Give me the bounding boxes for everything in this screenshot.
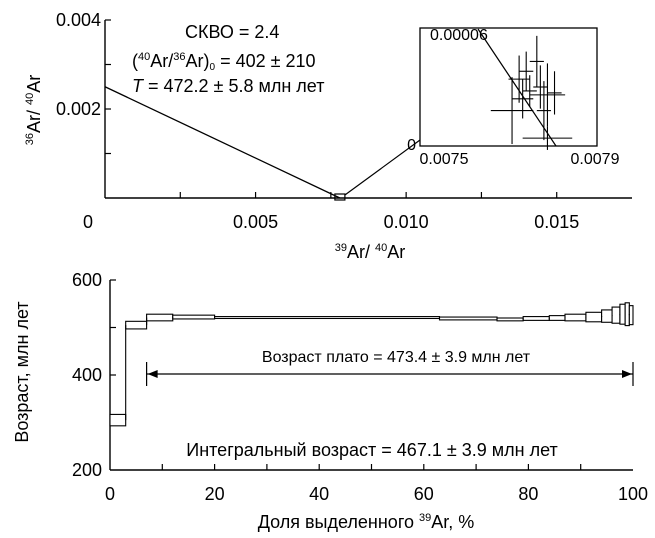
isochron-x-tick-label: 0.010	[384, 212, 429, 232]
inset-x-tick-label: 0.0075	[420, 151, 469, 168]
isochron-age-annotation: T = 472.2 ± 5.8 млн лет	[132, 76, 324, 96]
spectrum-step	[564, 313, 587, 322]
plateau-arrow-left-head	[147, 370, 158, 378]
isochron-y-tick-labels: 0.002 0.004	[56, 10, 101, 119]
isochron-x-tick-label: 0.005	[233, 212, 278, 232]
spectrum-y-tick-labels: 200 400 600	[72, 270, 102, 480]
spectrum-step	[611, 306, 621, 324]
spectrum-step	[438, 316, 498, 321]
isochron-y-axis-label: 36Ar/ 40Ar	[24, 75, 44, 146]
spectrum-step	[619, 303, 626, 325]
spectrum-x-tick-label: 40	[309, 484, 329, 504]
spectrum-step	[172, 314, 216, 320]
spectrum-y-tick-label: 600	[72, 270, 102, 290]
isochron-x-axis-label: 39Ar/ 40Ar	[335, 242, 406, 262]
isochron-x-tick-label: 0.015	[534, 212, 579, 232]
zoom-box	[334, 193, 346, 201]
isochron-chart: 0 0.005 0.010 0.015 0.002 0.004 36Ar/ 40Ar 3…	[24, 10, 632, 262]
spectrum-step	[601, 309, 613, 323]
inset-x-tick-label: 0.0079	[571, 151, 620, 168]
spectrum-x-tick-label: 0	[105, 484, 115, 504]
inset-frame	[419, 27, 598, 147]
spectrum-steps	[109, 302, 634, 427]
isochron-x-tick-label: 0	[83, 212, 93, 232]
spectrum-x-tick-label: 20	[205, 484, 225, 504]
spectrum-axes	[109, 279, 633, 471]
spectrum-x-tick-label: 100	[618, 484, 648, 504]
mswd-annotation: СКВО = 2.4	[185, 22, 279, 42]
spectrum-step	[146, 313, 174, 322]
spectrum-x-tick-label: 60	[414, 484, 434, 504]
isochron-x-tick-labels: 0 0.005 0.010 0.015	[83, 212, 579, 232]
initial-ratio-annotation: (40Ar/36Ar)0 = 402 ± 210	[132, 51, 316, 73]
spectrum-step	[109, 413, 127, 427]
spectrum-step	[214, 316, 441, 320]
integrated-age-label: Интегральный возраст = 467.1 ± 3.9 млн л…	[186, 440, 557, 460]
spectrum-y-tick-label: 200	[72, 460, 102, 480]
spectrum-step	[496, 317, 524, 322]
spectrum-x-axis-label: Доля выделенного 39Ar, %	[258, 512, 475, 532]
spectrum-step	[585, 311, 603, 323]
spectrum-step	[125, 320, 148, 330]
inset-fit-line	[477, 28, 557, 147]
spectrum-step	[548, 315, 566, 321]
spectrum-x-tick-labels: 0 20 40 60 80 100	[105, 484, 648, 504]
plateau-age-label: Возраст плато = 473.4 ± 3.9 млн лет	[262, 349, 531, 366]
spectrum-y-tick-label: 400	[72, 365, 102, 385]
isochron-fit-line	[104, 86, 421, 201]
isochron-y-tick-label: 0.002	[56, 99, 101, 119]
plateau-arrow	[146, 362, 634, 386]
zoom-connector	[344, 139, 421, 196]
isochron-y-tick-label: 0.004	[56, 10, 101, 30]
spectrum-x-tick-label: 80	[518, 484, 538, 504]
age-spectrum-chart: 0 20 40 60 80 100 200 400 600 Возраст плато = 4…	[12, 270, 648, 532]
isochron-inset	[419, 27, 598, 150]
inset-y-tick-label: 0	[407, 137, 416, 154]
spectrum-step	[624, 302, 630, 327]
inset-tick-labels: 0.00006 00.0075 0.0079	[407, 27, 619, 168]
isochron-axes	[104, 19, 632, 199]
isochron-fit-line-segment	[104, 86, 341, 199]
inset-y-tick-label: 0.00006	[430, 27, 488, 44]
plateau-arrow-right-head	[622, 370, 632, 378]
spectrum-step	[522, 316, 550, 321]
spectrum-y-axis-label: Возраст, млн лет	[12, 301, 32, 442]
